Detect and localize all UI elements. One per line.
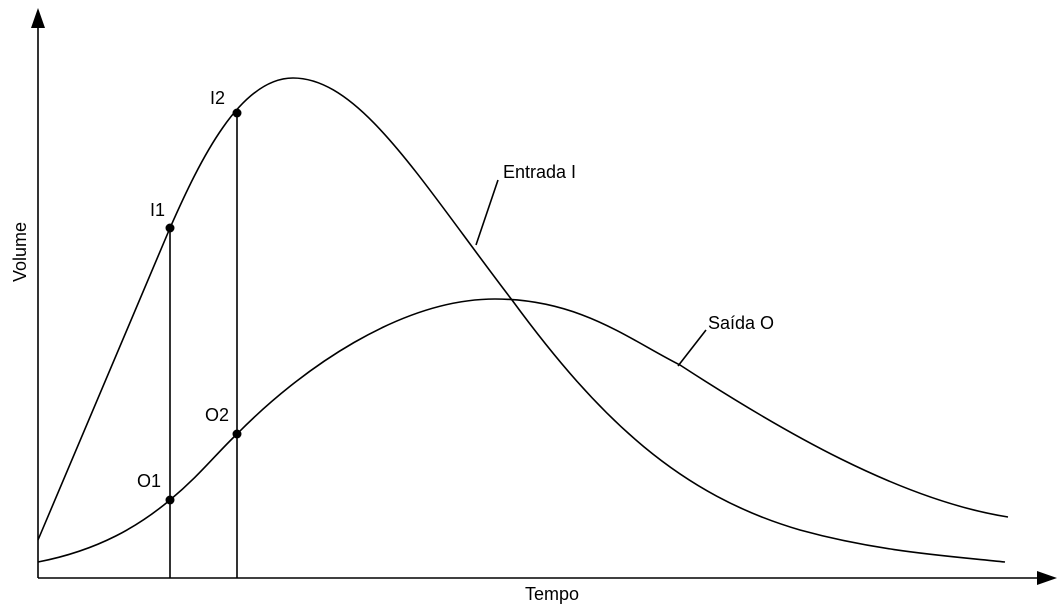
x-axis-label: Tempo [525,584,579,604]
point-i1 [165,223,175,233]
point-label: O1 [137,471,161,491]
point-label: O2 [205,405,229,425]
outflow-curve [37,298,1009,563]
curve-label: Entrada I [503,162,576,182]
point-label: I2 [210,88,225,108]
leader-line [677,329,707,367]
point-o2 [232,429,242,439]
leader-line [475,179,499,246]
curve-label: Saída O [708,313,774,333]
x-axis-arrow [1037,571,1057,585]
y-axis-label: Volume [10,222,30,282]
point-i2 [232,108,242,118]
point-o1 [165,495,175,505]
point-label: I1 [150,200,165,220]
y-axis-arrow [31,8,45,28]
